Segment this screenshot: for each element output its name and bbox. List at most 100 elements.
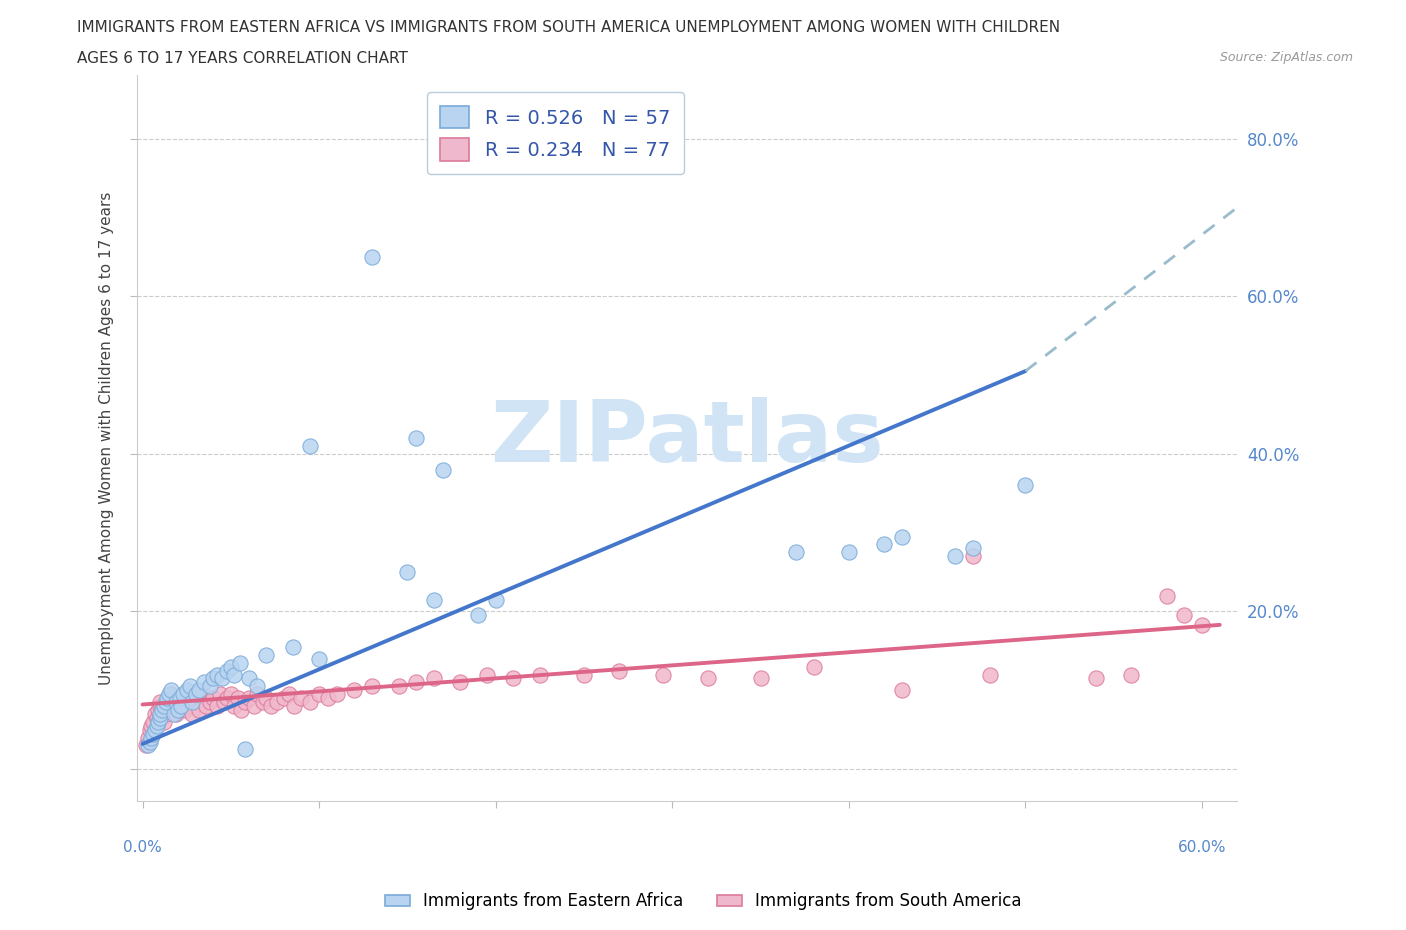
Point — [149, 698, 172, 713]
Point — [135, 738, 157, 753]
Point — [138, 734, 160, 749]
Point — [145, 718, 167, 733]
Point — [188, 683, 211, 698]
Point — [143, 723, 166, 737]
Point — [157, 691, 180, 706]
Legend: R = 0.526   N = 57, R = 0.234   N = 77: R = 0.526 N = 57, R = 0.234 N = 77 — [426, 92, 683, 174]
Point — [308, 686, 330, 701]
Point — [273, 691, 295, 706]
Point — [149, 695, 172, 710]
Point — [226, 691, 249, 706]
Point — [873, 537, 896, 551]
Point — [266, 695, 288, 710]
Point — [169, 691, 191, 706]
Point — [170, 695, 193, 710]
Point — [485, 592, 508, 607]
Text: IMMIGRANTS FROM EASTERN AFRICA VS IMMIGRANTS FROM SOUTH AMERICA UNEMPLOYMENT AMO: IMMIGRANTS FROM EASTERN AFRICA VS IMMIGR… — [77, 20, 1060, 35]
Point — [202, 671, 225, 686]
Point — [169, 691, 191, 706]
Point — [238, 671, 260, 686]
Point — [238, 691, 260, 706]
Point — [423, 592, 446, 607]
Point — [167, 702, 190, 717]
Point — [696, 671, 718, 686]
Point — [195, 698, 218, 713]
Point — [396, 565, 419, 579]
Point — [572, 667, 595, 682]
Point — [179, 691, 201, 706]
Point — [890, 529, 912, 544]
Point — [142, 714, 165, 729]
Point — [1121, 667, 1143, 682]
Point — [283, 698, 305, 713]
Point — [181, 707, 204, 722]
Point — [1156, 589, 1178, 604]
Point — [152, 714, 174, 729]
Point — [254, 647, 277, 662]
Point — [609, 663, 631, 678]
Point — [142, 726, 165, 741]
Point — [172, 686, 194, 701]
Point — [212, 695, 235, 710]
Point — [803, 659, 825, 674]
Point — [170, 698, 193, 713]
Point — [1191, 618, 1213, 632]
Point — [167, 698, 190, 713]
Point — [188, 702, 211, 717]
Point — [299, 439, 322, 454]
Point — [405, 431, 427, 445]
Point — [224, 667, 246, 682]
Point — [316, 691, 339, 706]
Point — [281, 640, 304, 655]
Point — [432, 462, 454, 477]
Point — [152, 698, 174, 713]
Point — [149, 711, 172, 725]
Text: AGES 6 TO 17 YEARS CORRELATION CHART: AGES 6 TO 17 YEARS CORRELATION CHART — [77, 51, 408, 66]
Point — [136, 738, 159, 753]
Point — [198, 679, 221, 694]
Point — [260, 698, 283, 713]
Point — [529, 667, 551, 682]
Legend: Immigrants from Eastern Africa, Immigrants from South America: Immigrants from Eastern Africa, Immigran… — [378, 885, 1028, 917]
Point — [141, 730, 163, 745]
Point — [145, 711, 167, 725]
Point — [326, 686, 349, 701]
Point — [138, 723, 160, 737]
Point — [652, 667, 675, 682]
Point — [228, 656, 250, 671]
Point — [148, 714, 170, 729]
Point — [172, 686, 194, 701]
Point — [141, 718, 163, 733]
Point — [217, 663, 239, 678]
Point — [475, 667, 498, 682]
Point — [838, 545, 860, 560]
Point — [211, 671, 233, 686]
Point — [174, 702, 197, 717]
Point — [224, 698, 246, 713]
Point — [202, 691, 225, 706]
Y-axis label: Unemployment Among Women with Children Ages 6 to 17 years: Unemployment Among Women with Children A… — [100, 192, 114, 684]
Point — [205, 667, 228, 682]
Point — [1173, 608, 1195, 623]
Point — [308, 651, 330, 666]
Point — [159, 683, 181, 698]
Point — [179, 679, 201, 694]
Point — [785, 545, 807, 560]
Point — [155, 695, 177, 710]
Point — [962, 541, 984, 556]
Point — [252, 695, 274, 710]
Point — [502, 671, 524, 686]
Point — [388, 679, 411, 694]
Point — [890, 683, 912, 698]
Point — [148, 702, 170, 717]
Point — [156, 691, 179, 706]
Point — [205, 698, 228, 713]
Point — [278, 686, 301, 701]
Point — [165, 707, 187, 722]
Point — [191, 686, 214, 701]
Point — [181, 695, 204, 710]
Text: 60.0%: 60.0% — [1178, 840, 1226, 855]
Point — [165, 695, 187, 710]
Point — [290, 691, 312, 706]
Point — [150, 702, 173, 717]
